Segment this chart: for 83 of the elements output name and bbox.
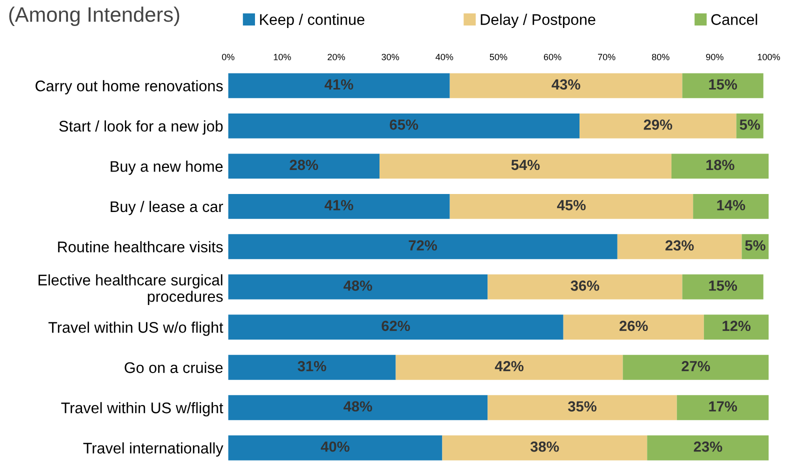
bar	[228, 274, 488, 300]
bar	[228, 435, 442, 460]
data-label: 14%	[717, 200, 746, 210]
data-label: 40%	[320, 441, 350, 452]
bar	[617, 234, 742, 260]
bar	[676, 395, 769, 420]
y-tick-label: Routine healthcare visits	[58, 241, 223, 252]
bar	[228, 314, 564, 340]
bar	[704, 314, 769, 340]
y-tick-label: Carry out home renovations	[36, 80, 223, 94]
data-label: 65%	[390, 120, 418, 130]
y-tick-label: Buy a new home	[110, 160, 223, 175]
y-tick-label: Buy / lease a car	[110, 200, 224, 216]
y-tick-label: Elective healthcare surgical procedures	[38, 274, 223, 305]
y-tick-label: Travel within US w/flight	[61, 402, 224, 416]
x-tick-label: 0%	[222, 54, 234, 60]
data-label: 12%	[722, 320, 751, 332]
data-label: 36%	[570, 280, 600, 291]
x-tick-label: 50%	[490, 54, 508, 60]
y-tick-label: Start / look for a new job	[59, 120, 223, 135]
y-tick-label: Go on a cruise	[124, 362, 223, 374]
data-label: 48%	[344, 401, 372, 412]
bar	[450, 73, 682, 98]
data-label: 29%	[644, 120, 672, 130]
bar	[228, 113, 580, 138]
x-tick-label: 90%	[706, 54, 724, 60]
bar	[228, 234, 618, 260]
bar	[580, 113, 736, 138]
x-tick-label: 60%	[544, 54, 562, 60]
data-label: 26%	[620, 320, 648, 332]
data-label: 43%	[552, 79, 580, 90]
data-label: 42%	[494, 360, 524, 372]
bar	[442, 435, 648, 460]
bar	[228, 194, 450, 219]
bar	[380, 154, 672, 179]
data-label: 38%	[530, 441, 559, 452]
data-label: 23%	[665, 240, 694, 251]
legend-label: Cancel	[711, 14, 758, 25]
chart-title: (Among Intenders)	[9, 6, 180, 26]
y-tick-label: Travel within US w/o flight	[48, 322, 224, 336]
x-tick-label: 70%	[598, 54, 616, 60]
data-label: 41%	[324, 200, 354, 210]
x-tick-label: 20%	[328, 54, 345, 60]
bar	[228, 154, 380, 179]
data-label: 31%	[298, 360, 326, 372]
data-label: 48%	[344, 280, 372, 291]
data-label: 5%	[745, 240, 766, 251]
bar	[671, 154, 769, 179]
legend-label: Delay / Postpone	[480, 14, 596, 28]
data-label: 23%	[694, 441, 722, 452]
data-label: 18%	[706, 160, 734, 170]
bar	[228, 73, 450, 98]
bar	[488, 274, 682, 300]
bar	[396, 354, 623, 380]
x-tick-label: 100%	[758, 54, 780, 60]
bar	[682, 73, 764, 98]
x-tick-label: 30%	[382, 54, 400, 60]
bar	[682, 274, 764, 300]
x-tick-label: 10%	[274, 54, 291, 60]
bar	[693, 194, 769, 219]
data-label: 41%	[324, 79, 354, 90]
data-label: 54%	[511, 160, 540, 170]
bar	[622, 354, 769, 380]
data-label: 28%	[290, 160, 318, 170]
x-tick-label: 40%	[436, 54, 454, 60]
data-label: 5%	[740, 120, 760, 130]
bar	[647, 435, 769, 460]
bar	[450, 194, 694, 219]
x-tick-label: 80%	[652, 54, 670, 60]
bar	[488, 395, 677, 420]
data-label: 15%	[709, 79, 738, 90]
data-label: 62%	[382, 320, 410, 332]
bar	[563, 314, 704, 340]
data-label: 15%	[709, 280, 738, 291]
data-label: 45%	[557, 200, 586, 210]
bar	[228, 354, 396, 380]
data-label: 35%	[568, 401, 596, 412]
bar	[228, 395, 488, 420]
data-label: 72%	[408, 240, 437, 251]
y-tick-label: Travel internationally	[83, 442, 224, 457]
data-label: 17%	[709, 401, 738, 412]
data-label: 27%	[682, 360, 710, 372]
legend-label: Keep / continue	[260, 14, 364, 28]
